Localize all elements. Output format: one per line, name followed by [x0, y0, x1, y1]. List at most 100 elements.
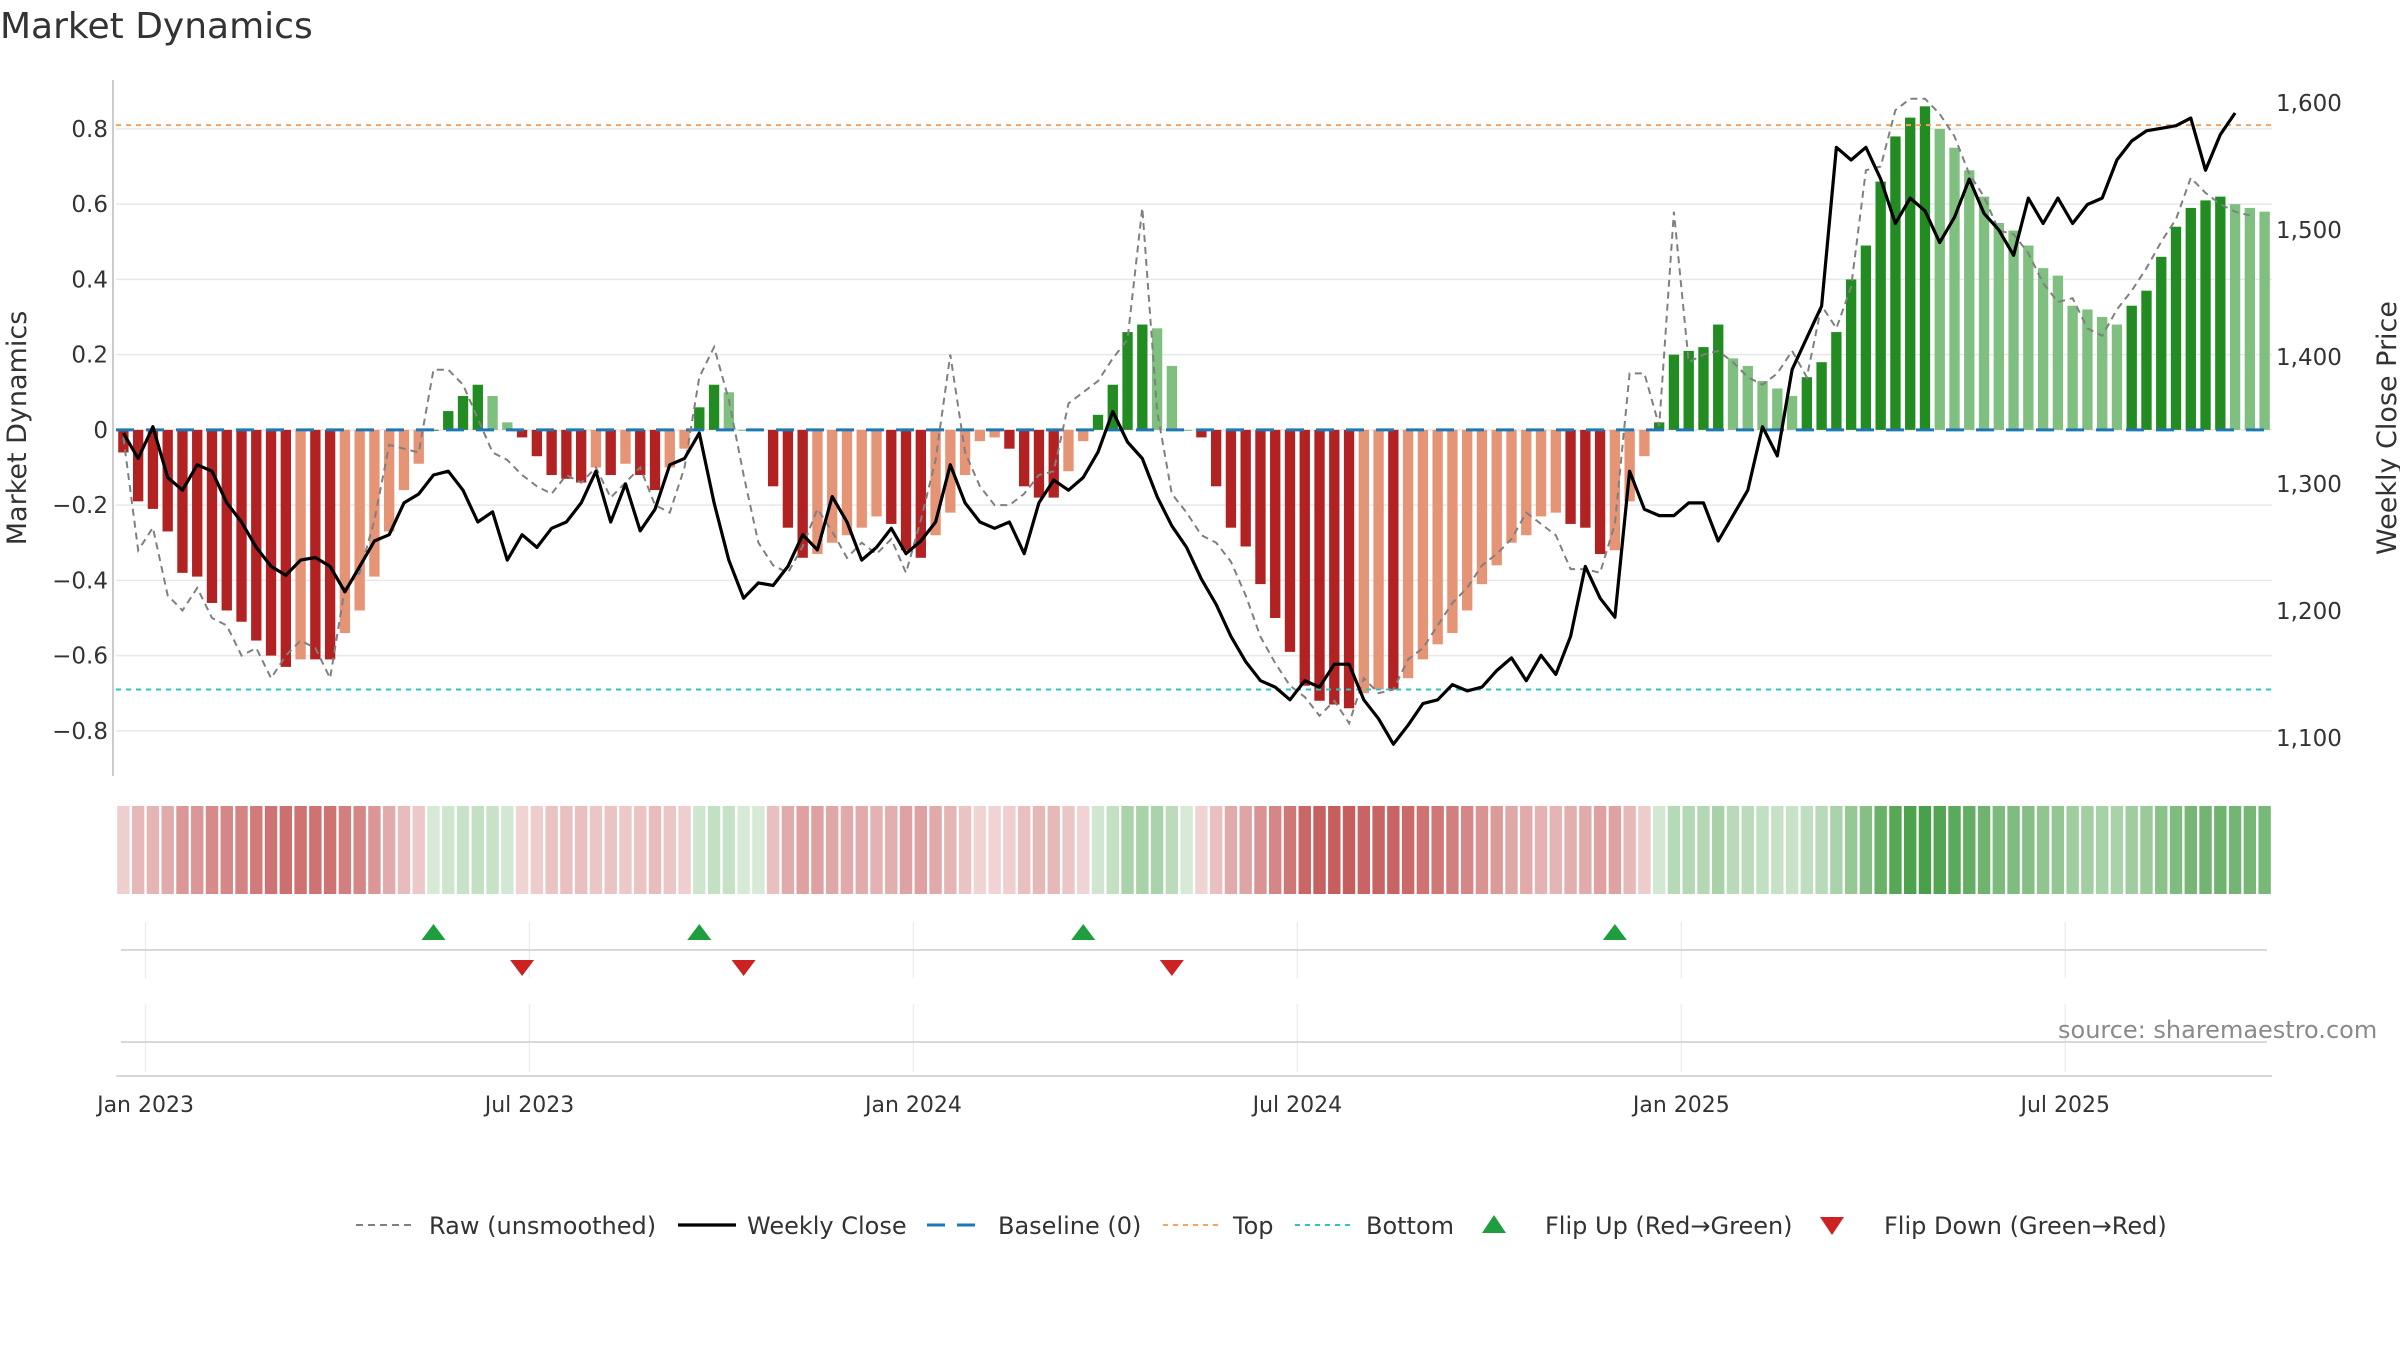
heat-strip-cell [456, 806, 470, 894]
heat-strip-cell [1062, 806, 1075, 894]
dynamics-bar [2215, 196, 2226, 430]
y-tick-label: 0.4 [71, 267, 108, 293]
y-tick-label: −0.4 [52, 568, 108, 594]
heat-strip-cell [161, 806, 174, 894]
heat-strip-cell [1830, 806, 1843, 894]
dynamics-bar [2023, 245, 2034, 430]
heat-strip-cell [176, 806, 189, 894]
heat-strip-cell [117, 806, 130, 894]
dynamics-bar [192, 429, 203, 577]
heat-strip-cell [191, 806, 204, 894]
heat-strip-cell [2258, 806, 2271, 894]
heat-strip-cell [2081, 806, 2094, 894]
dynamics-bar [1934, 128, 1945, 430]
heat-strip-cell [693, 806, 706, 894]
y2-tick-label: 1,600 [2276, 91, 2342, 117]
dynamics-bar [1343, 429, 1355, 709]
heat-strip-cell [530, 806, 544, 894]
dynamics-bar [1609, 429, 1621, 551]
heat-strip-cell [2095, 806, 2109, 894]
heat-strip-cell [1579, 806, 1592, 894]
heat-strip-cell [235, 806, 248, 894]
heat-strip-cell [1948, 806, 1961, 894]
dynamics-bar [738, 429, 749, 431]
dynamics-bar [1358, 429, 1369, 694]
dynamics-bar [516, 429, 528, 438]
dynamics-bar [1063, 429, 1074, 472]
dynamics-bar [2052, 275, 2064, 430]
dynamics-bar [1151, 328, 1163, 430]
dynamics-bar [782, 429, 794, 528]
heat-strip-cell [1017, 806, 1031, 894]
y2-tick-label: 1,100 [2276, 726, 2342, 752]
heat-strip-cell [1224, 806, 1238, 894]
heat-strip-cell [1667, 806, 1681, 894]
legend-label: Flip Down (Green→Red) [1884, 1212, 2167, 1240]
heat-strip-cell [1904, 806, 1917, 894]
dynamics-bar [2097, 317, 2108, 430]
dynamics-bar [679, 429, 690, 449]
dynamics-bar [1166, 365, 1178, 430]
heat-strip-cell [1106, 806, 1119, 894]
legend-label: Bottom [1366, 1212, 1454, 1240]
heat-strip-cell [781, 806, 795, 894]
heat-strip-cell [1372, 806, 1385, 894]
dynamics-bar [2229, 204, 2241, 430]
heat-strip-cell [131, 806, 145, 894]
dynamics-bar [1786, 396, 1798, 430]
heat-strip-cell [1623, 806, 1636, 894]
heat-strip-cell [2169, 806, 2183, 894]
heat-strip-cell [442, 806, 455, 894]
heat-strip-cell [1771, 806, 1784, 894]
dynamics-bar [1373, 429, 1384, 690]
heat-strip-cell [2155, 806, 2168, 894]
heat-strip-cell [1682, 806, 1695, 894]
dynamics-bar [1402, 429, 1414, 679]
heat-strip-cell [2007, 806, 2020, 894]
dynamics-bar [1284, 429, 1296, 652]
dynamics-bar [1078, 429, 1089, 442]
heat-strip-cell [929, 806, 942, 894]
y2-tick-label: 1,200 [2276, 599, 2342, 625]
heat-strip-cell [2036, 806, 2050, 894]
heat-strip-cell [1047, 806, 1060, 894]
heat-strip-cell [220, 806, 233, 894]
dynamics-bar [487, 396, 498, 430]
heat-strip-cell [988, 806, 1001, 894]
x-tick-label: Jan 2025 [1631, 1093, 1730, 1118]
dynamics-bar [1993, 222, 2004, 430]
dynamics-bar [2008, 230, 2019, 430]
y-tick-label: −0.2 [52, 493, 108, 519]
heat-strip-cell [1638, 806, 1651, 894]
heat-strip-cell [1416, 806, 1430, 894]
heat-strip-cell [2066, 806, 2079, 894]
flip-up-marker [1071, 924, 1096, 940]
dynamics-bar [797, 429, 808, 558]
dynamics-bar [723, 392, 735, 430]
legend-label: Raw (unsmoothed) [429, 1212, 656, 1240]
heat-strip-cell [1032, 806, 1046, 894]
dynamics-bar [945, 429, 956, 513]
heat-strip-cell [146, 806, 160, 894]
heat-strip-cell [1874, 806, 1887, 894]
heat-strip-cell [1815, 806, 1828, 894]
heat-strip-cell [811, 806, 824, 894]
heat-strip-cell [1269, 806, 1282, 894]
heat-strip-cell [1121, 806, 1134, 894]
heat-strip-cell [958, 806, 972, 894]
dynamics-bar [1107, 384, 1118, 430]
dynamics-bar [1299, 429, 1310, 686]
heat-strip-cell [2110, 806, 2124, 894]
heat-strip-cell [2228, 806, 2242, 894]
heat-strip-cell [382, 806, 396, 894]
legend-flip-up-swatch [1482, 1215, 1506, 1233]
heat-strip-cell [2184, 806, 2197, 894]
heat-strip-cell [840, 806, 854, 894]
heat-strip-cell [1844, 806, 1858, 894]
heat-strip-cell [1239, 806, 1252, 894]
x-tick-label: Jul 2025 [2018, 1093, 2110, 1118]
dynamics-bar [1092, 414, 1104, 430]
flip-down-marker [1159, 960, 1184, 976]
dynamics-bar [1875, 181, 1886, 430]
dynamics-bar [915, 429, 926, 558]
